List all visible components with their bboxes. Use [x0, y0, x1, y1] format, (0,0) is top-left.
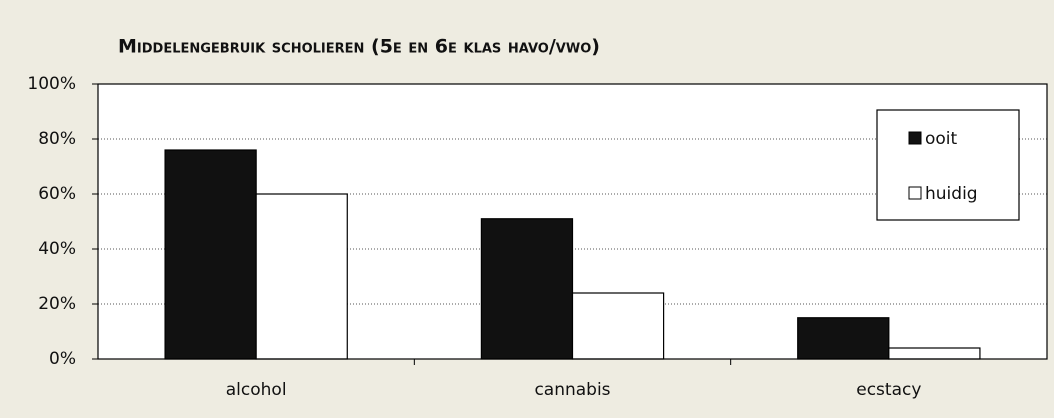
x-tick-label: ecstacy — [856, 380, 921, 400]
bar — [255, 193, 348, 360]
x-tick-label: cannabis — [534, 380, 610, 400]
y-tick-label: 80% — [38, 129, 76, 149]
y-tick-label: 0% — [49, 349, 76, 369]
legend-swatch — [908, 131, 922, 145]
legend-label: ooit — [925, 129, 958, 149]
y-tick-label: 60% — [38, 184, 76, 204]
x-tick-label: alcohol — [226, 380, 287, 400]
bar — [797, 317, 890, 360]
y-tick-label: 100% — [27, 74, 76, 94]
legend-label: huidig — [925, 184, 978, 204]
plot-border — [97, 83, 1048, 360]
legend-swatch — [908, 186, 922, 200]
bar — [888, 347, 981, 360]
bar — [164, 149, 257, 360]
y-tick-label: 40% — [38, 239, 76, 259]
chart-title: Middelengebruik scholieren (5e en 6e kla… — [118, 36, 600, 58]
bar — [480, 218, 574, 360]
legend-box — [876, 109, 1020, 221]
bar — [571, 292, 665, 360]
y-tick-label: 20% — [38, 294, 76, 314]
